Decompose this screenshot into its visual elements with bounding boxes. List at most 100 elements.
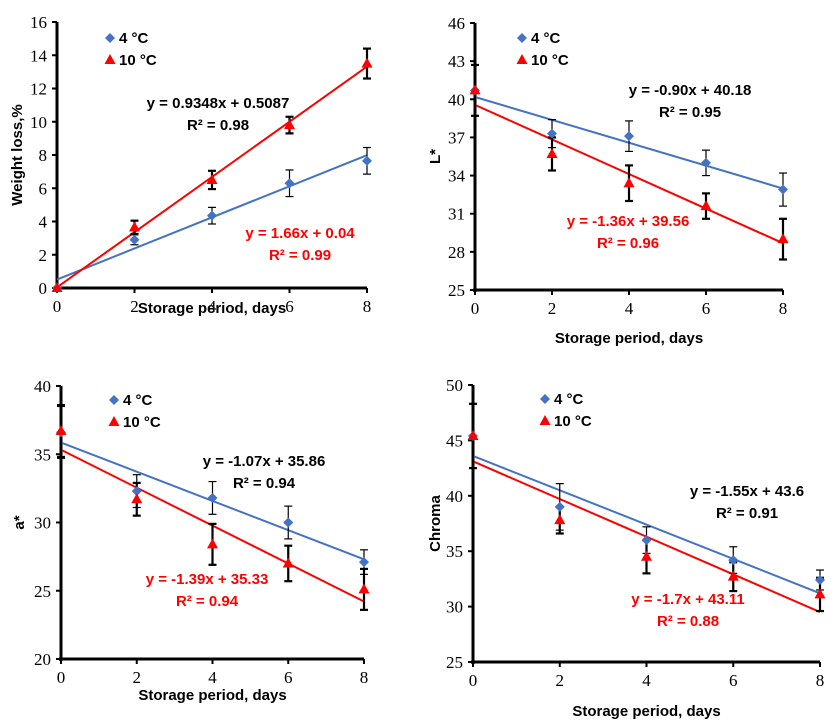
x-tick-label: 2	[130, 297, 139, 316]
legend-marker-10c	[516, 54, 528, 64]
trendline-r2-10c: R² = 0.88	[657, 613, 719, 630]
x-tick-label: 0	[469, 671, 478, 690]
y-tick-label: 4	[39, 213, 48, 232]
data-point-4c	[284, 178, 295, 189]
x-tick-label: 6	[729, 671, 738, 690]
y-tick-label: 46	[448, 14, 465, 33]
data-point-4c	[547, 128, 557, 139]
x-tick-label: 2	[133, 668, 142, 687]
legend-marker-10c	[104, 54, 116, 64]
data-point-10c	[814, 588, 826, 599]
data-point-4c	[624, 131, 634, 142]
y-tick-label: 0	[39, 279, 48, 298]
data-point-4c	[359, 557, 369, 568]
trendline-equation-4c: y = -1.55x + 43.6	[690, 483, 804, 500]
x-tick-label: 4	[625, 299, 634, 318]
data-point-10c	[284, 119, 295, 130]
legend-label-10c: 10 °C	[119, 52, 157, 69]
x-tick-label: 0	[53, 297, 62, 316]
y-tick-label: 37	[448, 128, 466, 147]
data-point-10c	[131, 493, 143, 504]
y-tick-label: 12	[30, 80, 47, 99]
x-tick-label: 0	[57, 668, 66, 687]
y-tick-label: 16	[30, 13, 47, 32]
data-point-10c	[554, 514, 566, 525]
data-point-10c	[358, 583, 370, 594]
data-point-10c	[727, 570, 739, 581]
trendline-equation-4c: y = -1.07x + 35.86	[203, 453, 326, 470]
legend-label-10c: 10 °C	[531, 52, 569, 69]
trendline-equation-4c: y = 0.9348x + 0.5087	[147, 95, 290, 112]
data-point-10c	[206, 173, 218, 184]
data-point-4c	[129, 234, 140, 245]
legend-marker-10c	[108, 416, 120, 426]
x-axis-title: Storage period, days	[138, 687, 286, 704]
data-point-4c	[131, 486, 142, 497]
trendline-r2-4c: R² = 0.94	[233, 475, 296, 492]
y-tick-label: 20	[34, 650, 51, 669]
y-tick-label: 43	[448, 52, 465, 71]
x-tick-label: 4	[208, 668, 217, 687]
legend-marker-4c	[517, 33, 527, 43]
data-point-10c	[700, 200, 712, 211]
x-axis-title: Storage period, days	[572, 703, 720, 720]
y-tick-label: 25	[446, 653, 463, 672]
y-tick-label: 40	[448, 90, 465, 109]
legend-marker-4c	[540, 394, 550, 404]
y-tick-label: 35	[34, 445, 51, 464]
data-point-10c	[55, 425, 67, 436]
y-axis-title: a*	[11, 515, 28, 529]
trendline-4c	[472, 454, 821, 595]
data-point-10c	[467, 429, 479, 440]
data-point-10c	[641, 550, 652, 561]
data-point-10c	[469, 84, 481, 95]
chart-weight-loss: 0 2 4 6 8 10 12 14 16 0 2 4 6 8 Storage period, days We…	[9, 13, 373, 317]
data-point-10c	[129, 221, 140, 232]
trendline-equation-4c: y = -0.90x + 40.18	[629, 82, 752, 99]
x-tick-label: 6	[702, 299, 711, 318]
x-axis-title: Storage period, days	[555, 330, 703, 347]
data-point-10c	[361, 57, 373, 68]
data-point-10c	[777, 233, 789, 244]
data-point-10c	[282, 557, 294, 568]
legend-label-4c: 4 °C	[123, 392, 153, 409]
y-axis-title: Weight loss,%	[9, 104, 26, 205]
trendline-r2-4c: R² = 0.98	[187, 117, 249, 134]
data-point-4c	[641, 535, 652, 546]
trendline-r2-4c: R² = 0.91	[716, 505, 778, 522]
legend-marker-4c	[105, 33, 115, 43]
data-point-4c	[283, 517, 294, 528]
data-point-4c	[815, 575, 825, 586]
x-tick-label: 6	[284, 668, 293, 687]
legend-label-10c: 10 °C	[123, 414, 161, 431]
y-tick-label: 50	[446, 376, 463, 395]
y-tick-label: 28	[448, 243, 465, 262]
x-axis-title: Storage period, days	[138, 300, 286, 317]
x-tick-label: 4	[208, 297, 217, 316]
y-tick-label: 31	[448, 205, 465, 224]
data-point-4c	[207, 492, 218, 503]
y-tick-label: 30	[446, 598, 463, 617]
legend-label-4c: 4 °C	[554, 391, 584, 408]
legend-marker-10c	[539, 415, 551, 425]
y-tick-label: 45	[446, 431, 463, 450]
data-point-4c	[207, 210, 217, 221]
y-tick-label: 40	[34, 377, 51, 396]
legend-label-4c: 4 °C	[531, 30, 561, 47]
y-axis-title: L*	[427, 149, 444, 164]
y-tick-label: 34	[448, 167, 466, 186]
y-tick-label: 35	[446, 542, 463, 561]
x-tick-label: 6	[285, 297, 294, 316]
y-tick-label: 8	[39, 146, 48, 165]
x-tick-label: 4	[642, 671, 651, 690]
trendline-r2-4c: R² = 0.95	[659, 104, 721, 121]
x-tick-label: 8	[363, 297, 372, 316]
chart-a-star: 20 25 30 35 40 0 2 4 6 8 Storage period, days a* 4 °…	[11, 377, 370, 704]
data-point-10c	[623, 177, 635, 188]
x-tick-label: 0	[471, 299, 480, 318]
y-tick-label: 10	[30, 113, 47, 132]
legend-label-10c: 10 °C	[554, 413, 592, 430]
y-tick-label: 30	[34, 514, 51, 533]
y-tick-label: 14	[30, 46, 48, 65]
data-point-4c	[554, 501, 565, 512]
